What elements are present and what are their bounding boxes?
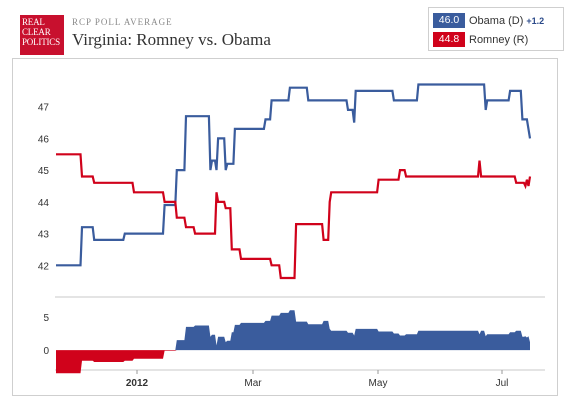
- legend: 46.0 Obama (D) +1.2 44.8 Romney (R): [428, 7, 564, 51]
- spread-tick-label: 0: [43, 346, 49, 357]
- chart-title: Virginia: Romney vs. Obama: [72, 30, 271, 49]
- romney-value-badge: 44.8: [433, 32, 465, 47]
- logo-line: CLEAR: [22, 27, 51, 37]
- y-axis: 42 43 44 45 46 47: [38, 103, 50, 273]
- rcp-logo[interactable]: REAL CLEAR POLITICS: [20, 15, 64, 55]
- obama-value-badge: 46.0: [433, 13, 465, 28]
- logo-line: REAL: [22, 17, 45, 27]
- y-tick-label: 45: [38, 166, 50, 177]
- x-tick-label: Jul: [496, 378, 509, 389]
- chart-frame: [12, 58, 558, 396]
- y-tick-label: 44: [38, 198, 50, 209]
- x-axis: 2012 Mar May Jul: [126, 370, 509, 389]
- obama-label: Obama (D): [469, 14, 524, 27]
- y-tick-label: 47: [38, 103, 50, 114]
- series-line-romney: [56, 153, 532, 280]
- spread-axis: 50: [43, 313, 49, 357]
- romney-label: Romney (R): [469, 33, 529, 46]
- legend-item-obama[interactable]: 46.0 Obama (D) +1.2: [433, 13, 544, 29]
- legend-item-romney[interactable]: 44.8 Romney (R): [433, 32, 528, 48]
- spread-area: [56, 310, 530, 374]
- spread-tick-label: 5: [43, 313, 49, 324]
- y-tick-label: 43: [38, 230, 50, 241]
- poll-lines: [56, 83, 532, 280]
- x-tick-label: Mar: [244, 378, 262, 389]
- spread-area-romney: [56, 350, 530, 374]
- x-tick-label: May: [369, 378, 388, 389]
- y-tick-label: 46: [38, 134, 50, 145]
- series-line-obama: [56, 83, 532, 267]
- chart-subtitle: RCP POLL AVERAGE: [72, 17, 173, 27]
- y-tick-label: 42: [38, 261, 50, 272]
- obama-change: +1.2: [526, 15, 545, 26]
- spread-area-obama: [56, 310, 530, 351]
- logo-line: POLITICS: [22, 37, 60, 47]
- x-tick-label: 2012: [126, 378, 149, 389]
- chart-header: REAL CLEAR POLITICS RCP POLL AVERAGE Vir…: [0, 0, 570, 58]
